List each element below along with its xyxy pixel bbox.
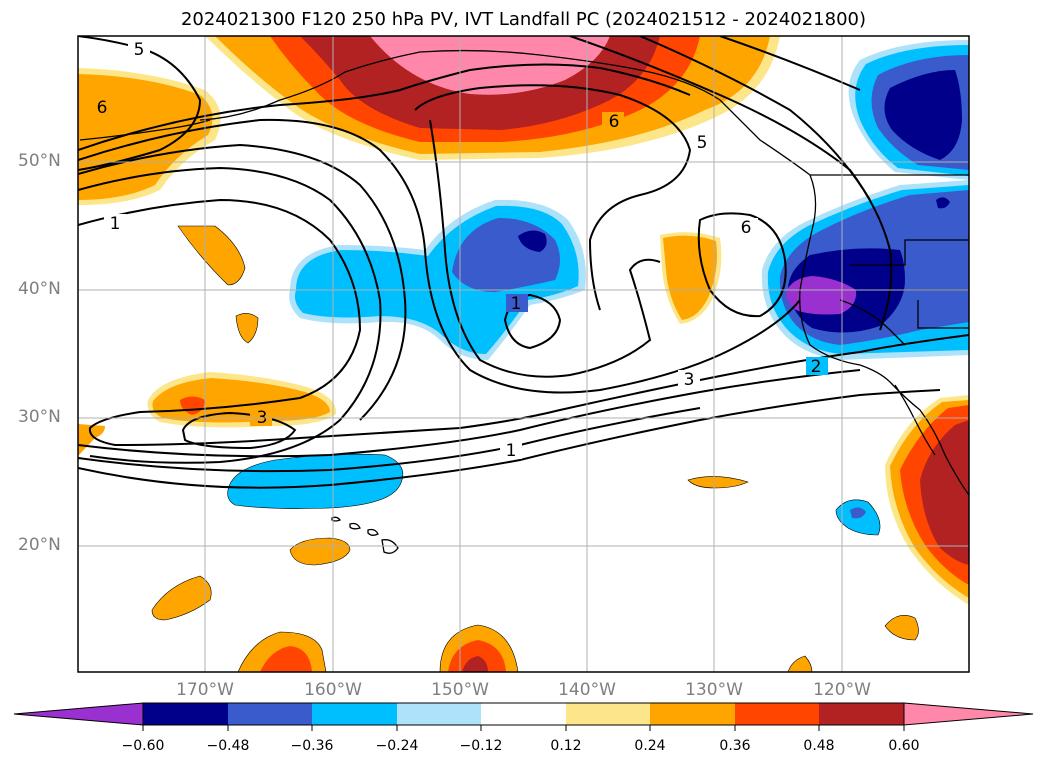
lat-label: 20°N <box>18 535 61 555</box>
coast-baja <box>894 384 936 456</box>
lat-label: 50°N <box>18 151 61 171</box>
anomaly-south-b <box>687 476 749 489</box>
coast-hawaii-2 <box>367 528 379 536</box>
contour-label: 1 <box>506 441 517 461</box>
map-title: 2024021300 F120 250 hPa PV, IVT Landfall… <box>180 9 867 30</box>
contour-label: 3 <box>684 370 695 390</box>
contour-upper-3 <box>78 166 382 464</box>
anomaly-w2 <box>235 313 259 344</box>
contour-upper-6 <box>78 63 691 151</box>
contour-ne-4 <box>414 84 692 311</box>
anomaly-bottom-1-red <box>260 646 312 672</box>
anomaly-central-navy <box>518 230 547 252</box>
colorbar-segment <box>481 703 566 725</box>
contour-ne-3 <box>719 36 861 91</box>
lon-label: 160°W <box>304 680 362 700</box>
lon-label: 150°W <box>431 680 489 700</box>
colorbar-high-extension <box>903 702 1034 726</box>
colorbar-tick-label: −0.36 <box>290 738 334 754</box>
contour-loop-30n <box>181 411 297 450</box>
contour-label: 5 <box>134 40 145 60</box>
contour-label: 2 <box>811 357 822 377</box>
anomaly-south-a <box>289 537 351 566</box>
colorbar-segment <box>566 703 650 725</box>
colorbar-tick-label: 0.48 <box>803 738 835 754</box>
colorbar-segment <box>735 703 819 725</box>
anomaly-southwest <box>151 575 212 621</box>
colorbar-tick-label: 0.12 <box>550 738 582 754</box>
colorbar-segment <box>650 703 735 725</box>
contour-ne-1 <box>569 36 893 331</box>
coast-aleutians <box>79 119 211 141</box>
contour-label: 5 <box>697 133 708 153</box>
anomaly-se-darkred <box>920 420 969 565</box>
lon-label: 140°W <box>558 680 616 700</box>
coast-north-america <box>799 174 969 496</box>
graticule <box>78 36 969 672</box>
contour-label: 1 <box>110 214 121 234</box>
colorbar-low-extension <box>13 702 144 726</box>
contour-label: 6 <box>97 98 108 118</box>
colorbar-tick-label: 0.60 <box>888 738 920 754</box>
anomaly-se-small <box>884 615 919 641</box>
contour-loop-east <box>697 212 787 318</box>
lon-label: 130°W <box>685 680 743 700</box>
contour-lower <box>78 389 941 489</box>
colorbar-tick-label: 0.24 <box>634 738 666 754</box>
colorbar-tick-label: −0.60 <box>121 738 165 754</box>
anomaly-bottom-2-red <box>448 640 506 672</box>
anomaly-east-purple <box>786 276 857 315</box>
contour-label-group: 5 6 1 6 5 6 1 3 3 1 2 <box>92 40 828 461</box>
contour-upper-2 <box>78 198 969 447</box>
anomaly-ne-navy <box>884 70 962 160</box>
contour-label: 1 <box>511 294 522 314</box>
contour-upper-7 <box>78 369 861 458</box>
lon-label: 120°W <box>813 680 871 700</box>
anomaly-se-royal-small <box>850 507 866 519</box>
coast-hawaii-3 <box>349 522 361 530</box>
colorbar-segment <box>312 703 397 725</box>
anomaly-east-navy-spot <box>936 197 950 209</box>
colorbar-segment <box>143 703 228 725</box>
contour-label: 6 <box>741 218 752 238</box>
lon-label: 170°W <box>176 680 234 700</box>
anomaly-w1 <box>177 225 246 286</box>
colorbar-segment <box>819 703 904 725</box>
coast-hawaii-1 <box>381 539 399 554</box>
contour-upper-4 <box>78 143 407 421</box>
anomaly-bottom-2-darkred <box>462 656 488 672</box>
colorbar-segment <box>228 703 312 725</box>
coast-alaska <box>199 49 811 176</box>
colorbar <box>13 702 1034 731</box>
coastlines <box>79 49 969 554</box>
contour-ne-2 <box>639 36 871 201</box>
anomaly-subtropical-west <box>78 424 105 456</box>
colorbar-tick-label: −0.24 <box>375 738 419 754</box>
lat-label: 30°N <box>18 407 61 427</box>
colorbar-segment <box>397 703 481 725</box>
contour-upper-8 <box>78 407 701 473</box>
contour-upper-5 <box>78 118 801 394</box>
contour-mid-1 <box>429 119 661 378</box>
colorbar-tick-label: −0.48 <box>206 738 250 754</box>
anomaly-bottom-3 <box>787 655 813 672</box>
colorbar-tick-label: 0.36 <box>719 738 751 754</box>
lat-label: 40°N <box>18 279 61 299</box>
anomaly-central-b <box>663 235 717 320</box>
colorbar-tick-label: −0.12 <box>459 738 503 754</box>
map-frame <box>77 35 970 673</box>
contour-label: 6 <box>609 112 620 132</box>
